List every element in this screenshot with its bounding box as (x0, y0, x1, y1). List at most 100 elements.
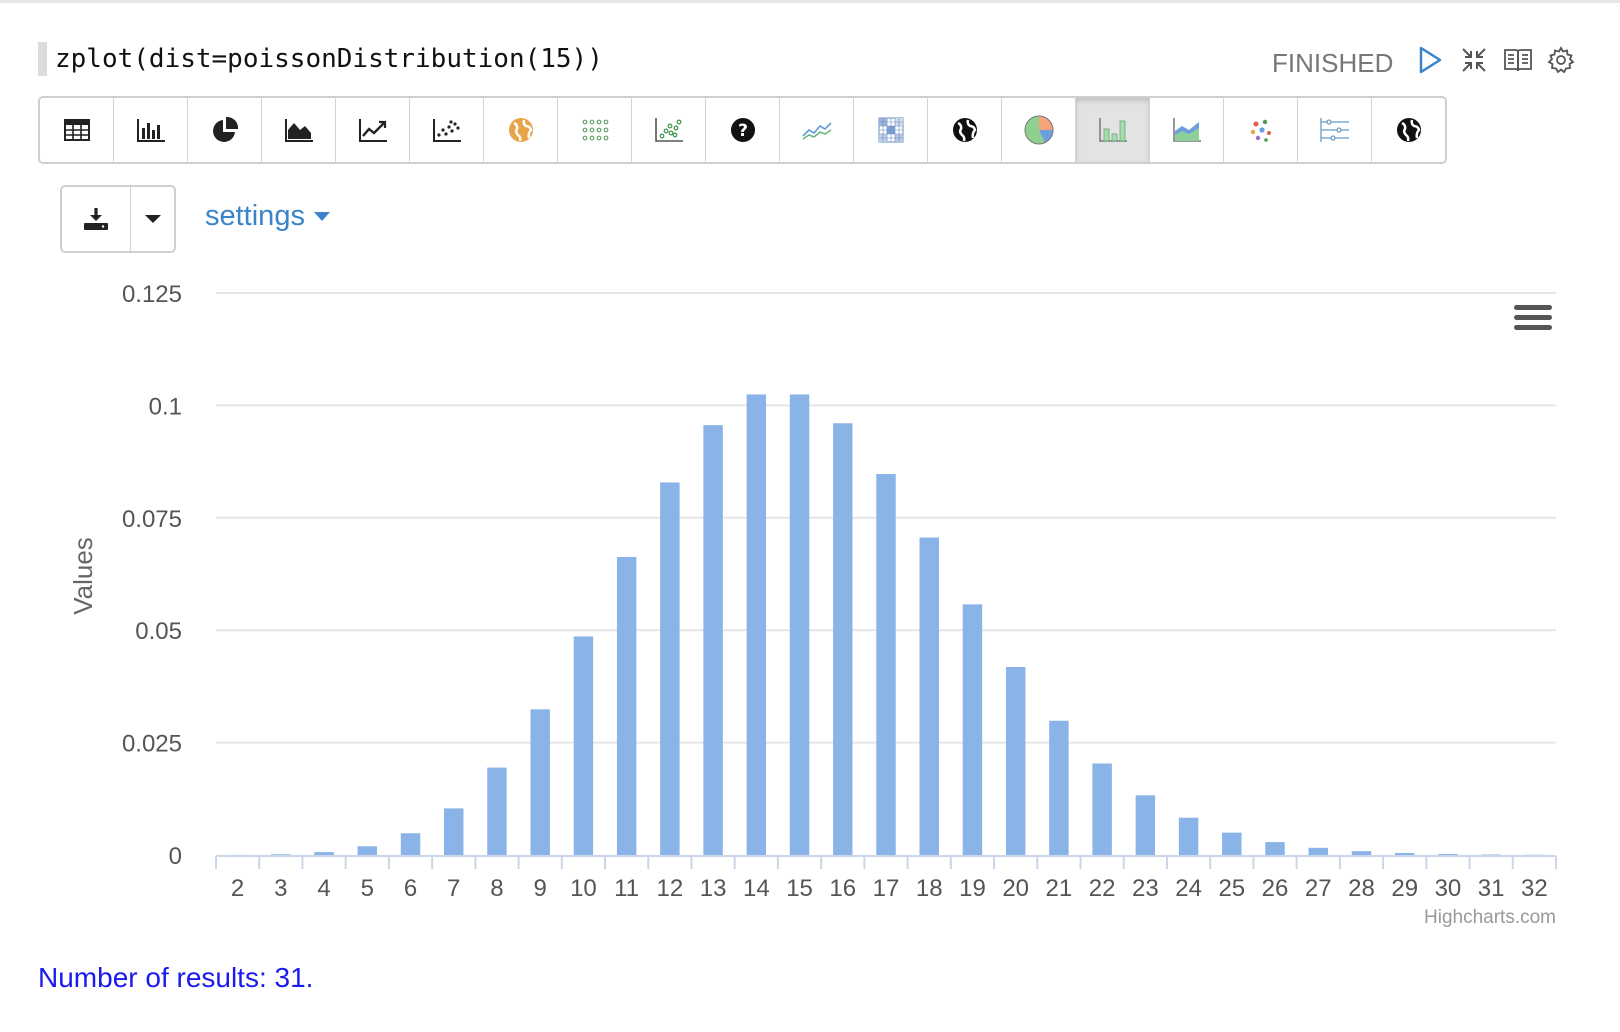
x-tick-label: 11 (614, 875, 639, 902)
status-label: FINISHED (1272, 48, 1394, 78)
x-tick-label: 18 (916, 875, 943, 902)
x-tick-label: 29 (1391, 875, 1418, 902)
x-tick-label: 20 (1002, 875, 1029, 902)
x-tick-label: 3 (274, 875, 287, 902)
bar-25[interactable] (1222, 832, 1242, 855)
pie-color-icon[interactable] (1002, 98, 1076, 162)
results-count: Number of results: 31. (38, 962, 314, 993)
bar-26[interactable] (1265, 842, 1285, 855)
y-tick-label: 0.05 (135, 618, 182, 645)
scatter-green-icon[interactable] (632, 98, 706, 162)
y-tick-label: 0.075 (122, 506, 182, 533)
bar-20[interactable] (1005, 667, 1026, 855)
column-green-icon[interactable] (1076, 98, 1150, 162)
book-icon[interactable] (1502, 44, 1534, 76)
x-tick-label: 7 (447, 875, 460, 902)
x-tick-label: 13 (700, 875, 727, 902)
area-chart-icon[interactable] (262, 98, 336, 162)
bar-18[interactable] (919, 537, 939, 855)
x-tick-label: 28 (1348, 875, 1375, 902)
area-blue-green-icon[interactable] (1150, 98, 1224, 162)
paragraph-code[interactable]: zplot(dist=poissonDistribution(15)) (38, 42, 603, 76)
hamburger-menu-icon[interactable] (1514, 305, 1552, 330)
x-tick-label: 26 (1262, 875, 1289, 902)
question-icon[interactable]: ? (706, 98, 780, 162)
bar-15[interactable] (789, 394, 810, 855)
x-tick-label: 32 (1521, 875, 1548, 902)
scatter-chart-icon[interactable] (410, 98, 484, 162)
bar-19[interactable] (962, 604, 983, 855)
bar-12[interactable] (660, 482, 680, 855)
highcharts-credit[interactable]: Highcharts.com (1424, 907, 1556, 928)
bar-chart-icon[interactable] (114, 98, 188, 162)
bar-4[interactable] (314, 852, 334, 855)
bar-30[interactable] (1438, 854, 1458, 855)
slider-lines-icon[interactable] (1298, 98, 1372, 162)
bar-16[interactable] (833, 423, 853, 855)
bar-6[interactable] (400, 833, 421, 855)
x-tick-label: 8 (490, 875, 503, 902)
bar-13[interactable] (703, 425, 723, 855)
x-tick-label: 5 (361, 875, 374, 902)
globe-orange-icon[interactable] (484, 98, 558, 162)
heatmap-icon[interactable] (854, 98, 928, 162)
dot-grid-icon[interactable] (558, 98, 632, 162)
bar-27[interactable] (1308, 847, 1328, 855)
bar-7[interactable] (444, 808, 464, 855)
bar-22[interactable] (1092, 763, 1112, 855)
svg-text:?: ? (738, 121, 748, 141)
x-tick-label: 14 (743, 875, 770, 902)
bar-23[interactable] (1135, 795, 1156, 855)
x-tick-label: 22 (1089, 875, 1116, 902)
bar-3[interactable] (271, 854, 291, 855)
y-tick-label: 0 (169, 843, 182, 870)
x-tick-label: 10 (570, 875, 597, 902)
y-tick-label: 0.025 (122, 731, 182, 758)
x-tick-label: 21 (1046, 875, 1073, 902)
settings-dropdown[interactable]: settings (205, 200, 331, 233)
bar-9[interactable] (530, 709, 550, 855)
globe-dark-icon[interactable] (928, 98, 1002, 162)
bar-24[interactable] (1178, 817, 1199, 855)
run-icon[interactable] (1414, 44, 1446, 76)
y-tick-label: 0.1 (149, 393, 182, 420)
x-tick-label: 30 (1435, 875, 1462, 902)
settings-caret-icon (313, 211, 330, 221)
download-icon[interactable] (62, 187, 131, 251)
gear-icon[interactable] (1545, 44, 1577, 76)
y-tick-label: 0.125 (122, 281, 182, 308)
x-tick-label: 16 (829, 875, 856, 902)
table-icon[interactable] (40, 98, 114, 162)
caret-down-icon[interactable] (131, 187, 174, 251)
bar-14[interactable] (746, 394, 767, 855)
x-tick-label: 17 (873, 875, 900, 902)
bar-11[interactable] (616, 556, 637, 855)
bar-5[interactable] (357, 846, 378, 855)
download-button-group (60, 185, 176, 253)
x-tick-label: 9 (534, 875, 547, 902)
x-tick-label: 24 (1175, 875, 1202, 902)
bar-10[interactable] (573, 636, 594, 855)
x-tick-label: 23 (1132, 875, 1159, 902)
bar-29[interactable] (1394, 853, 1415, 855)
pie-chart-icon[interactable] (188, 98, 262, 162)
globe-black-icon[interactable] (1372, 98, 1445, 162)
visualization-toolbar: ? (38, 96, 1447, 164)
x-tick-label: 31 (1478, 875, 1505, 902)
x-tick-label: 6 (404, 875, 417, 902)
y-axis-label: Values (68, 537, 98, 615)
collapse-icon[interactable] (1458, 44, 1490, 76)
bar-21[interactable] (1049, 720, 1069, 855)
top-divider (0, 0, 1620, 3)
x-tick-label: 19 (959, 875, 986, 902)
bar-8[interactable] (487, 767, 507, 855)
line-multi-icon[interactable] (780, 98, 854, 162)
bar-17[interactable] (876, 474, 896, 855)
bubble-dots-icon[interactable] (1224, 98, 1298, 162)
x-tick-label: 2 (231, 875, 244, 902)
line-chart-icon[interactable] (336, 98, 410, 162)
x-tick-label: 12 (657, 875, 684, 902)
x-tick-label: 15 (786, 875, 813, 902)
bar-28[interactable] (1351, 851, 1372, 855)
